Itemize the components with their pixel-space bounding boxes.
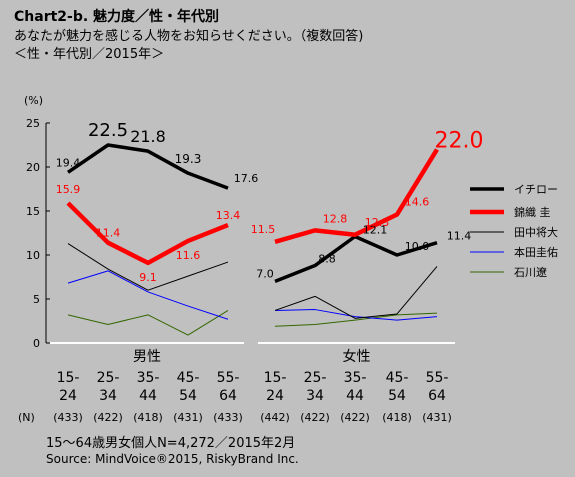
data-label: 21.8 bbox=[130, 127, 166, 146]
n-value: (431) bbox=[422, 411, 452, 424]
data-label: 22.5 bbox=[88, 120, 128, 141]
x-tick-label: 34 bbox=[99, 388, 117, 404]
x-tick-label: 54 bbox=[179, 388, 197, 404]
n-value: (433) bbox=[213, 411, 243, 424]
x-tick-label: 24 bbox=[266, 388, 284, 404]
x-tick-label: 35- bbox=[344, 370, 367, 386]
x-tick-label: 45- bbox=[386, 370, 409, 386]
series-line-2 bbox=[66, 201, 229, 266]
n-value: (418) bbox=[133, 411, 163, 424]
data-label: 17.6 bbox=[234, 172, 259, 185]
series-line-3 bbox=[274, 266, 438, 319]
x-tick-label: 44 bbox=[346, 388, 364, 404]
series-line-5 bbox=[274, 312, 438, 327]
n-value: (422) bbox=[300, 411, 330, 424]
data-label: 14.6 bbox=[405, 196, 430, 209]
source-note: Source: MindVoice®2015, RiskyBrand Inc. bbox=[46, 452, 299, 466]
data-label: 12.3 bbox=[365, 216, 390, 229]
y-tick-label: 20 bbox=[26, 161, 40, 174]
legend-label: 石川遼 bbox=[514, 265, 547, 279]
series-line-2 bbox=[274, 148, 439, 244]
data-label: 19.3 bbox=[175, 152, 202, 166]
x-tick-label: 15- bbox=[57, 370, 80, 386]
y-tick-label: 25 bbox=[26, 117, 40, 130]
legend-label: 田中将大 bbox=[514, 225, 558, 239]
x-tick-label: 54 bbox=[388, 388, 406, 404]
x-tick-label: 25- bbox=[97, 370, 120, 386]
series-line-4 bbox=[67, 270, 229, 320]
n-value: (422) bbox=[93, 411, 123, 424]
data-label: 11.4 bbox=[96, 227, 121, 240]
y-tick-label: 15 bbox=[26, 205, 40, 218]
chart-subtitle-2: ＜性・年代別／2015年＞ bbox=[14, 47, 165, 62]
sample-note: 15～64歳男女個人N=4,272／2015年2月 bbox=[46, 436, 296, 451]
series-line-3 bbox=[67, 243, 229, 291]
n-label: (N) bbox=[18, 411, 35, 424]
data-label: 7.0 bbox=[256, 267, 274, 280]
group-label: 男性 bbox=[133, 349, 161, 365]
group-label: 女性 bbox=[343, 348, 371, 365]
legend-label: イチロー bbox=[514, 183, 558, 196]
series-line-5 bbox=[67, 310, 229, 336]
y-tick-label: 5 bbox=[33, 293, 40, 306]
x-tick-label: 35- bbox=[137, 370, 160, 386]
legend-label: 錦織 圭 bbox=[514, 205, 551, 219]
x-tick-label: 25- bbox=[304, 370, 327, 386]
chart-title: Chart2-b. 魅力度／性・年代別 bbox=[14, 9, 220, 25]
n-value: (418) bbox=[382, 411, 412, 424]
data-label: 11.4 bbox=[447, 230, 472, 243]
x-tick-label: 55- bbox=[217, 370, 240, 386]
data-label: 13.4 bbox=[216, 209, 241, 222]
data-label: 8.8 bbox=[318, 253, 336, 266]
series-line-1 bbox=[67, 143, 229, 190]
x-tick-label: 55- bbox=[426, 370, 449, 386]
data-label: 19.4 bbox=[56, 156, 81, 169]
x-tick-label: 64 bbox=[219, 388, 237, 404]
data-label: 12.1 bbox=[363, 224, 388, 237]
data-label: 22.0 bbox=[435, 128, 484, 153]
y-tick-label: 0 bbox=[33, 337, 40, 350]
data-label: 11.6 bbox=[176, 249, 201, 262]
series-line-4 bbox=[274, 309, 438, 321]
x-tick-label: 34 bbox=[306, 388, 324, 404]
data-label: 10.0 bbox=[405, 240, 430, 253]
n-value: (431) bbox=[173, 411, 203, 424]
x-tick-label: 15- bbox=[264, 370, 287, 386]
y-axis-unit: (%) bbox=[24, 94, 43, 107]
x-tick-label: 45- bbox=[177, 370, 200, 386]
n-value: (442) bbox=[260, 411, 290, 424]
data-label: 12.8 bbox=[323, 212, 348, 225]
x-tick-label: 64 bbox=[428, 388, 446, 404]
legend-label: 本田圭佑 bbox=[514, 245, 558, 259]
n-value: (422) bbox=[340, 411, 370, 424]
x-tick-label: 24 bbox=[59, 388, 77, 404]
data-label: 15.9 bbox=[56, 183, 81, 196]
chart-subtitle: あなたが魅力を感じる人物をお知らせください。（複数回答) bbox=[14, 29, 364, 44]
n-value: (433) bbox=[53, 411, 83, 424]
data-label: 11.5 bbox=[251, 223, 276, 236]
data-label: 9.1 bbox=[139, 271, 157, 284]
x-tick-label: 44 bbox=[139, 388, 157, 404]
y-tick-label: 10 bbox=[26, 249, 40, 262]
